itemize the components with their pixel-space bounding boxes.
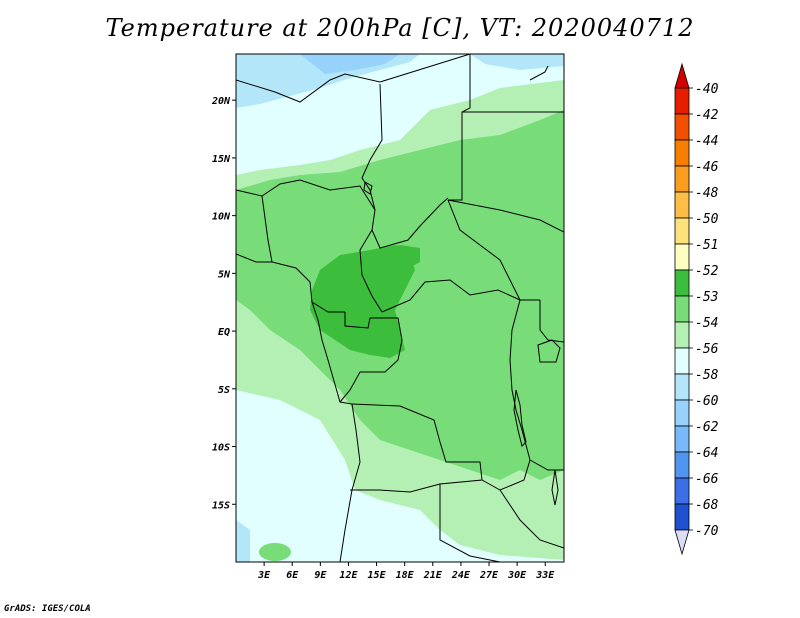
lake-victoria <box>537 339 561 363</box>
colorbar-segment <box>674 191 690 219</box>
lon-tick-label: 24E <box>451 570 471 581</box>
colorbar-label: -66 <box>695 472 719 487</box>
colorbar-segment <box>674 425 690 453</box>
field-region-north-colder-3 <box>470 54 564 70</box>
boundary-car-south <box>381 279 521 313</box>
colorbar-segment <box>674 477 690 505</box>
latitude-axis: 20N 15N 10N 5N EQ 5S 10S 15S <box>211 96 236 511</box>
field-region-north-colder-2 <box>300 54 400 74</box>
boundary-zambia <box>499 489 564 549</box>
colorbar-label: -68 <box>695 498 719 513</box>
lake-malawi <box>551 469 559 506</box>
boundary-niger-chad <box>361 83 383 211</box>
lat-tick-label: 5N <box>218 269 231 280</box>
boundary-cameroon-car <box>359 229 383 313</box>
lat-tick-label: 10S <box>212 443 230 454</box>
lat-tick-label: 15S <box>212 500 230 511</box>
red-sea-coast <box>529 65 549 81</box>
colorbar-label: -52 <box>695 264 719 279</box>
colorbar-segment <box>674 113 690 141</box>
lat-tick-label: 10N <box>212 212 231 223</box>
boundary-ethiopia <box>447 199 564 233</box>
map-frame <box>235 53 565 563</box>
field-region-southwest-blob <box>259 543 291 561</box>
lon-tick-label: 15E <box>368 570 387 581</box>
boundary-nigeria-cameroon <box>261 195 345 313</box>
lon-tick-label: 6E <box>286 570 299 581</box>
lat-tick-label: 20N <box>211 96 231 107</box>
lon-tick-label: 33E <box>535 570 555 581</box>
colorbar: -40 -42 -44 -46 -48 -50 -51 -52 -53 -54 -56 -58 -60 -… <box>674 62 719 556</box>
colorbar-label: -48 <box>695 186 719 201</box>
boundary-drc-east <box>481 299 531 491</box>
temperature-field <box>236 54 564 562</box>
colorbar-segment <box>674 165 690 193</box>
colorbar-label: -42 <box>695 108 719 123</box>
colorbar-segment <box>674 87 690 115</box>
colorbar-label: -56 <box>695 342 719 357</box>
lon-tick-label: 30E <box>507 570 527 581</box>
colorbar-segment <box>674 321 690 349</box>
field-region-central-warmest <box>310 245 415 358</box>
colorbar-label: -46 <box>695 160 719 175</box>
colorbar-label: -53 <box>695 290 718 305</box>
colorbar-bottom-arrow <box>674 529 690 556</box>
colorbar-segment <box>674 451 690 479</box>
colorbar-label: -50 <box>695 212 719 227</box>
field-region-southwest-cold <box>236 390 564 562</box>
colorbar-segment <box>674 139 690 167</box>
boundary-tanzania <box>529 459 564 471</box>
colorbar-segment <box>674 373 690 401</box>
lon-tick-label: 21E <box>423 570 443 581</box>
field-region-southeast-cool <box>450 480 564 545</box>
field-region-southwest-colder <box>236 520 250 562</box>
colorbar-label: -62 <box>695 420 719 435</box>
boundary-angola <box>351 403 501 562</box>
lon-tick-label: 27E <box>479 570 499 581</box>
software-credit: GrADS: IGES/COLA <box>4 604 91 614</box>
colorbar-segment <box>674 503 690 531</box>
colorbar-top-arrow <box>674 62 690 89</box>
colorbar-label: -44 <box>695 134 718 149</box>
colorbar-label: -51 <box>695 238 718 253</box>
lat-tick-label: 15N <box>212 154 231 165</box>
lon-tick-label: 3E <box>257 570 271 581</box>
colorbar-label: -60 <box>695 394 719 409</box>
lon-tick-label: 12E <box>339 570 358 581</box>
colorbar-label: -40 <box>695 82 719 97</box>
colorbar-segment <box>674 399 690 427</box>
colorbar-label: -58 <box>695 368 719 383</box>
boundary-coast-west <box>236 253 361 562</box>
lon-tick-label: 18E <box>396 570 415 581</box>
colorbar-segment <box>674 269 690 297</box>
colorbar-segment <box>674 217 690 245</box>
boundary-namibia <box>350 483 441 493</box>
lat-tick-label: 5S <box>218 385 230 396</box>
country-boundaries <box>236 54 564 562</box>
boundary-north <box>236 54 471 103</box>
boundary-uganda-kenya <box>539 300 564 343</box>
field-region-north-warmest <box>380 245 420 270</box>
colorbar-segment <box>674 243 690 271</box>
boundary-congo <box>339 312 403 403</box>
colorbar-label: -70 <box>695 524 719 539</box>
lake-chad <box>363 181 373 195</box>
colorbar-label: -64 <box>695 446 718 461</box>
colorbar-segment <box>674 347 690 375</box>
longitude-axis: 3E 6E 9E 12E 15E 18E 21E 24E 27E 30E 33E <box>257 562 555 581</box>
lat-tick-label: EQ <box>218 327 230 338</box>
lon-tick-label: 9E <box>314 570 327 581</box>
lake-tanganyika <box>513 389 527 447</box>
chart-title: Temperature at 200hPa [C], VT: 202004071… <box>105 14 695 42</box>
boundary-sahel <box>236 179 449 249</box>
colorbar-segment <box>674 295 690 323</box>
colorbar-label: -54 <box>695 316 718 331</box>
